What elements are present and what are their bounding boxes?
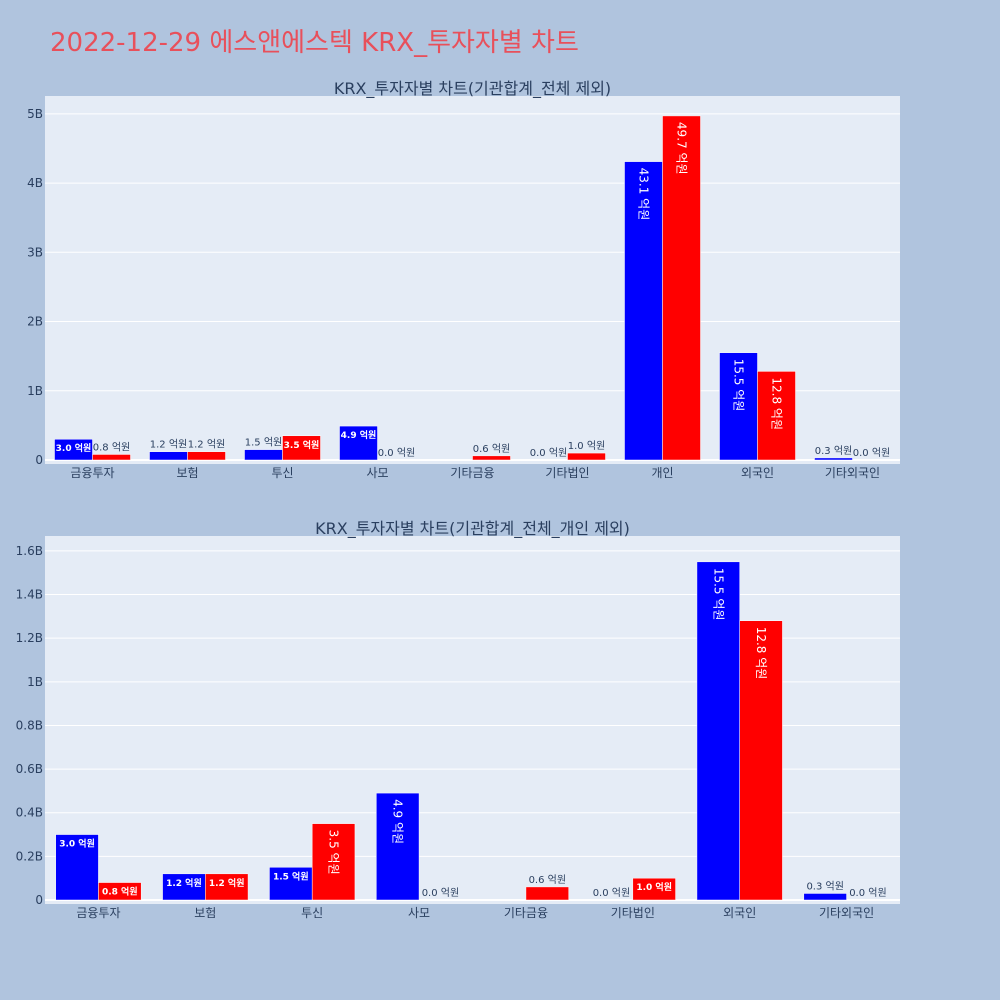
bar — [282, 435, 321, 461]
bar — [311, 823, 356, 901]
x-tick-label: 개인 — [651, 466, 673, 480]
bar — [632, 877, 676, 901]
bar — [149, 451, 188, 461]
data-label: 0.8 억원 — [102, 886, 138, 898]
y-tick-label: 5B — [27, 107, 43, 121]
data-label: 4.9 억원 — [341, 429, 377, 441]
bar — [719, 352, 758, 461]
x-tick-label: 투신 — [271, 466, 293, 480]
x-tick-label: 사모 — [366, 466, 388, 480]
x-tick-label: 기타외국인 — [819, 906, 874, 920]
data-label: 0.0 억원 — [853, 447, 890, 459]
y-tick-label: 4B — [27, 176, 43, 190]
data-label: 1.2 억원 — [150, 439, 187, 451]
bar — [525, 886, 569, 901]
bar — [187, 451, 226, 461]
data-label: 0.6 억원 — [473, 443, 510, 455]
data-label: 0.0 억원 — [422, 887, 459, 899]
x-tick-label: 기타법인 — [545, 466, 589, 480]
x-tick-label: 금융투자 — [76, 906, 120, 920]
x-tick-label: 외국인 — [723, 906, 756, 920]
page-title: 2022-12-29 에스앤에스텍 KRX_투자자별 차트 — [50, 28, 579, 58]
data-label: 0.3 억원 — [815, 445, 852, 457]
bar — [567, 452, 606, 461]
bar — [472, 455, 511, 461]
data-label: 43.1 억원 — [637, 168, 651, 221]
data-label: 3.0 억원 — [59, 838, 95, 850]
data-label: 3.5 억원 — [327, 830, 341, 875]
x-tick-label: 외국인 — [741, 466, 774, 480]
bar — [814, 457, 853, 461]
bar — [739, 620, 783, 901]
data-label: 15.5 억원 — [711, 568, 725, 621]
bar — [162, 873, 206, 901]
y-tick-label: 0.2B — [16, 849, 43, 863]
data-label: 12.8 억원 — [754, 627, 768, 680]
x-tick-label: 투신 — [301, 906, 323, 920]
x-tick-label: 기타금융 — [504, 906, 548, 920]
bar — [376, 792, 420, 901]
y-tick-label: 1B — [27, 384, 43, 398]
y-tick-label: 1.6B — [16, 544, 43, 558]
data-label: 0.0 억원 — [849, 887, 886, 899]
x-tick-label: 금융투자 — [70, 466, 114, 480]
chart-2: 0 0.2B 0.4B 0.6B 0.8B 1B 1.2B 1.4B 1.6B KRX_투자자별 … — [16, 519, 900, 920]
chart-title: KRX_투자자별 차트(기관합계_전체 제외) — [334, 79, 611, 99]
data-label: 0.6 억원 — [529, 874, 566, 886]
data-label: 1.2 억원 — [209, 877, 245, 889]
y-tick-label: 1.4B — [16, 588, 43, 602]
data-label: 0.3 억원 — [806, 880, 843, 892]
data-label: 0.0 억원 — [378, 447, 415, 459]
x-tick-label: 기타법인 — [611, 906, 655, 920]
bar — [624, 161, 663, 461]
bar — [244, 449, 283, 461]
data-label: 0.0 억원 — [530, 447, 567, 459]
y-tick-label: 0.4B — [16, 806, 43, 820]
y-tick-label: 1.2B — [16, 631, 43, 645]
bar — [55, 834, 99, 901]
bar — [98, 882, 142, 901]
y-tick-label: 1B — [27, 675, 43, 689]
data-label: 15.5 억원 — [732, 359, 746, 412]
data-label: 0.0 억원 — [593, 887, 630, 899]
data-label: 1.2 억원 — [188, 439, 225, 451]
y-tick-label: 0 — [35, 893, 43, 907]
bar — [696, 561, 740, 901]
chart-title: KRX_투자자별 차트(기관합계_전체_개인 제외) — [315, 519, 630, 539]
x-tick-label: 사모 — [408, 906, 430, 920]
bar — [803, 893, 847, 901]
data-label: 1.5 억원 — [273, 870, 309, 882]
data-label: 1.5 억원 — [245, 437, 282, 449]
y-tick-label: 2B — [27, 315, 43, 329]
data-label: 0.8 억원 — [93, 441, 130, 453]
x-tick-label: 기타외국인 — [825, 466, 880, 480]
x-tick-label: 보험 — [194, 906, 216, 920]
data-label: 12.8 억원 — [770, 377, 784, 430]
data-label: 4.9 억원 — [391, 799, 405, 844]
bar — [92, 454, 131, 461]
bar — [662, 115, 701, 461]
y-tick-label: 0 — [35, 453, 43, 467]
x-tick-label: 보험 — [176, 466, 198, 480]
bar — [54, 438, 93, 461]
y-tick-label: 0.6B — [16, 762, 43, 776]
data-label: 1.0 억원 — [568, 440, 605, 452]
bar — [205, 873, 249, 901]
data-label: 1.2 억원 — [166, 877, 202, 889]
data-label: 49.7 억원 — [675, 122, 689, 175]
x-tick-label: 기타금융 — [450, 466, 494, 480]
y-tick-label: 0.8B — [16, 718, 43, 732]
data-label: 1.0 억원 — [636, 881, 672, 893]
bar — [757, 371, 796, 461]
data-label: 3.0 억원 — [56, 442, 92, 454]
data-label: 3.5 억원 — [284, 439, 320, 451]
bar — [339, 425, 378, 461]
y-tick-label: 3B — [27, 245, 43, 259]
chart-1: 0 1B 2B 3B 4B 5B KRX_투자자별 차트(기관합계_전체 제외) 금융투자 3.… — [27, 79, 900, 480]
